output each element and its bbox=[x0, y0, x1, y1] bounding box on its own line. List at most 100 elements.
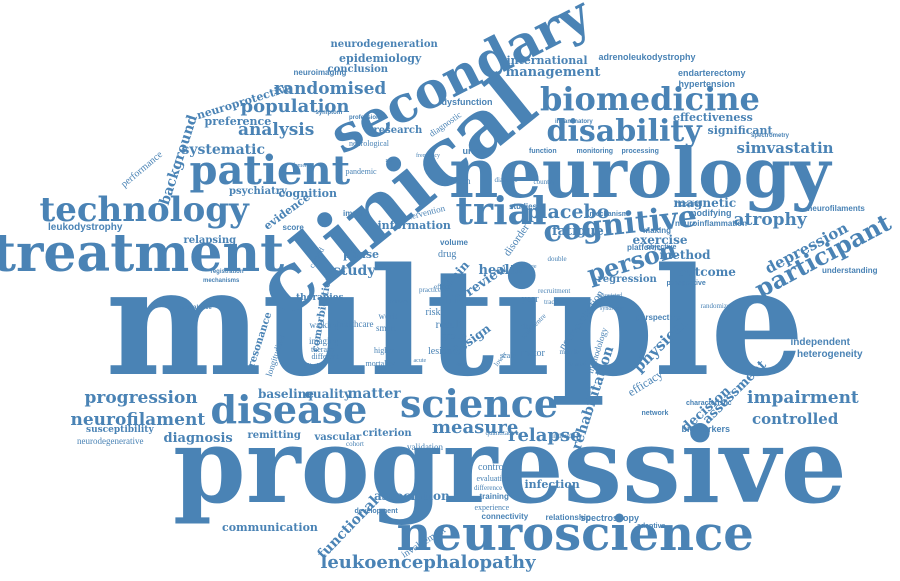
word-preference: preference bbox=[204, 114, 272, 128]
word-fatigue: fatigue bbox=[552, 223, 604, 239]
word-objective: objective bbox=[646, 243, 677, 251]
word-diagnosis: diagnosis bbox=[163, 430, 233, 446]
word-year: year bbox=[521, 294, 539, 305]
word-science: science bbox=[400, 381, 559, 426]
word-associated: associated bbox=[597, 293, 623, 299]
word-neurology: neurology bbox=[449, 134, 831, 214]
word-cohort: cohort bbox=[346, 439, 364, 448]
word-week: week bbox=[378, 310, 398, 321]
word-biomarkers: biomarkers bbox=[681, 423, 731, 434]
word-randomised: randomised bbox=[274, 78, 387, 99]
word-double: double bbox=[547, 254, 567, 263]
word-cognition: cognition bbox=[278, 186, 338, 200]
word-evaluation: evaluation bbox=[476, 474, 510, 483]
word-patient: patient bbox=[189, 147, 351, 194]
word-conclusion: conclusion bbox=[327, 64, 389, 75]
word-epidemiology: epidemiology bbox=[339, 51, 422, 65]
word-information: information bbox=[377, 218, 451, 232]
word-effect: effect bbox=[434, 282, 450, 291]
word-research: research bbox=[373, 125, 423, 136]
word-therapy: therapy bbox=[311, 345, 335, 354]
word-blind: blind bbox=[304, 361, 319, 370]
word-understanding: understanding bbox=[822, 266, 878, 275]
word-prevalence: prevalence bbox=[180, 305, 212, 311]
word-disease: disease bbox=[210, 387, 368, 432]
word-score: score bbox=[282, 223, 304, 232]
word-vascular: vascular bbox=[314, 432, 362, 443]
word-syndrome: syndrome bbox=[600, 306, 624, 312]
word-neurological: neurological bbox=[349, 139, 389, 148]
word-different: different bbox=[311, 352, 339, 361]
word-heterogeneity: heterogeneity bbox=[797, 349, 863, 360]
word-regression: regression bbox=[597, 274, 657, 285]
word-effectiveness: effectiveness bbox=[673, 110, 753, 124]
word-impairment: impairment bbox=[747, 387, 859, 408]
word-impact: impact bbox=[343, 209, 369, 218]
word-validation: validation bbox=[407, 441, 443, 452]
word-volume: volume bbox=[440, 238, 469, 247]
word-primary: primary bbox=[389, 299, 409, 305]
word-disability: disability bbox=[546, 114, 702, 149]
word-dementia: dementia bbox=[292, 163, 314, 169]
word-characteristic: characteristic bbox=[686, 399, 732, 407]
word-acute: acute bbox=[413, 358, 427, 364]
word-progression: progression bbox=[84, 387, 198, 408]
word-randomized: randomized bbox=[700, 301, 734, 310]
word-making: making bbox=[643, 226, 672, 235]
word-development: development bbox=[354, 507, 398, 515]
word-significant: significant bbox=[707, 123, 773, 137]
word-quality: quality bbox=[304, 387, 352, 401]
word-neuroscience: neuroscience bbox=[396, 506, 754, 562]
word-urinary: urinary bbox=[462, 145, 494, 156]
word-mobile: mobile bbox=[559, 347, 579, 356]
word-practice: practice bbox=[419, 285, 442, 294]
word-outcome: outcome bbox=[678, 265, 736, 279]
word-exercise: exercise bbox=[632, 233, 688, 247]
word-quantitative: quantitative bbox=[485, 428, 519, 437]
word-healthcare: healthcare bbox=[336, 318, 374, 329]
word-infection: infection bbox=[524, 477, 580, 491]
word-adrenoleukodystrophy: adrenoleukodystrophy bbox=[598, 51, 696, 62]
word-remitting: remitting bbox=[247, 430, 301, 441]
word-platform: platform bbox=[627, 243, 659, 252]
word-inflammatory: inflammatory bbox=[555, 119, 593, 125]
word-relapsing: relapsing bbox=[183, 235, 237, 246]
word-network: network bbox=[641, 409, 669, 417]
word-diabetes: diabetes bbox=[494, 175, 518, 184]
word-performance: performance bbox=[118, 149, 165, 191]
word-therapies: therapies bbox=[296, 292, 344, 303]
word-management: management bbox=[505, 64, 601, 80]
word-systematic: systematic bbox=[181, 142, 265, 158]
word-technology: technology bbox=[39, 190, 249, 230]
word-neurodegenerative: neurodegenerative bbox=[77, 435, 144, 446]
word-related: related bbox=[567, 359, 587, 368]
word-adaptive: adaptive bbox=[637, 522, 666, 530]
word-prospective: prospective bbox=[666, 279, 706, 287]
word-independent: independent bbox=[790, 337, 850, 348]
word-communication: communication bbox=[222, 520, 318, 534]
word-symptom: symptom bbox=[315, 110, 343, 116]
word-method: method bbox=[659, 248, 711, 262]
word-group: group bbox=[441, 329, 467, 342]
word-matter: matter bbox=[347, 386, 401, 402]
word-phase: phase bbox=[343, 247, 380, 261]
word-baseline: baseline bbox=[258, 387, 315, 401]
word-registration: registration bbox=[210, 269, 244, 275]
word-leukoencephalopathy: leukoencephalopathy bbox=[320, 552, 536, 573]
word-measure: measure bbox=[432, 417, 519, 438]
word-tract: tract bbox=[544, 297, 557, 306]
word-neuroinflammation: neuroinflammation bbox=[675, 219, 748, 228]
word-neuroimaging: neuroimaging bbox=[293, 68, 347, 77]
word-study: study bbox=[333, 263, 376, 279]
word-mechanisms: mechanisms bbox=[203, 278, 240, 284]
word-mechanism: mechanism bbox=[589, 210, 629, 218]
word-spectrometry: spectrometry bbox=[751, 133, 790, 139]
word-change: change bbox=[519, 264, 537, 270]
word-controlled: controlled bbox=[752, 409, 839, 428]
word-difference: difference bbox=[474, 483, 503, 492]
word-pandemic: pandemic bbox=[345, 167, 377, 176]
word-neurodegeneration: neurodegeneration bbox=[330, 39, 438, 50]
word-spectroscopy: spectroscopy bbox=[580, 512, 640, 523]
word-data: data bbox=[520, 320, 536, 331]
